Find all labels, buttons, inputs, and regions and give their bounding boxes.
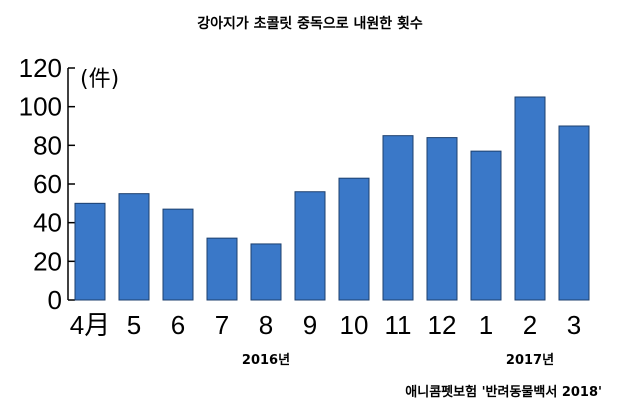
bar [250, 243, 282, 301]
bar [382, 135, 414, 301]
bar-series [74, 96, 590, 301]
x-axis: 4月 5 6 7 8 9 10 11 12 1 2 3 [70, 310, 581, 340]
x-tick-label: 7 [215, 310, 229, 340]
y-axis: 0 20 40 60 80 100 120 [19, 53, 75, 315]
bar [162, 208, 194, 301]
x-tick-label: 4月 [70, 310, 110, 340]
x-tick-label: 1 [479, 310, 493, 340]
bar [470, 150, 502, 301]
bar [426, 137, 458, 301]
bar [558, 125, 590, 301]
y-tick-label: 0 [48, 285, 62, 315]
y-tick-label: 20 [33, 246, 62, 276]
x-tick-label: 11 [385, 310, 412, 340]
x-tick-label: 6 [171, 310, 185, 340]
x-tick-label: 5 [127, 310, 141, 340]
x-tick-label: 2 [523, 310, 537, 340]
x-tick-label: 3 [567, 310, 581, 340]
bar [514, 96, 546, 301]
x-tick-label: 10 [340, 310, 369, 340]
y-tick-label: 60 [33, 169, 62, 199]
x-tick-label: 9 [303, 310, 317, 340]
y-unit-label: (件) [80, 67, 119, 92]
x-tick-label: 12 [428, 310, 457, 340]
year-label: 2017년 [506, 353, 554, 368]
year-labels: 2016년 2017년 [242, 353, 554, 368]
y-tick-label: 100 [19, 92, 62, 122]
bar [118, 193, 150, 301]
y-tick-label: 120 [19, 53, 62, 83]
y-tick-label: 80 [33, 130, 62, 160]
bar [206, 237, 238, 301]
y-tick-label: 40 [33, 208, 62, 238]
bar [338, 177, 370, 301]
x-tick-label: 8 [259, 310, 273, 340]
year-label: 2016년 [242, 353, 290, 368]
chart-title: 강아지가 초콜릿 중독으로 내원한 횟수 [197, 15, 423, 32]
source-note: 애니콤펫보험 '반려동물백서 2018' [405, 384, 602, 400]
bar [74, 202, 106, 301]
bar [294, 191, 326, 301]
